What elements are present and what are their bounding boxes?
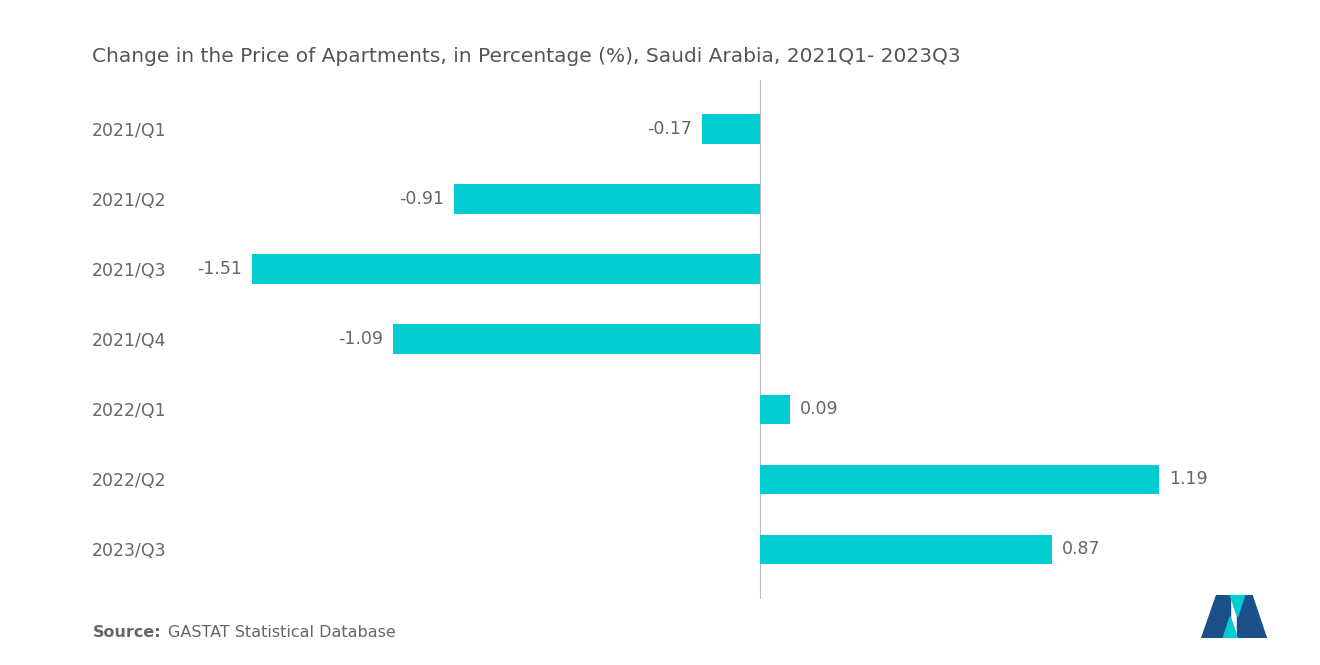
Text: Change in the Price of Apartments, in Percentage (%), Saudi Arabia, 2021Q1- 2023: Change in the Price of Apartments, in Pe…	[92, 47, 961, 66]
Polygon shape	[1230, 595, 1245, 617]
Polygon shape	[1201, 595, 1230, 638]
Polygon shape	[1222, 617, 1238, 638]
Text: 0.09: 0.09	[800, 400, 838, 418]
Bar	[454, 184, 759, 213]
Text: -1.51: -1.51	[197, 260, 242, 278]
Bar	[759, 394, 789, 424]
Bar	[759, 465, 1159, 494]
Text: -1.09: -1.09	[338, 330, 383, 348]
Text: 0.87: 0.87	[1063, 541, 1101, 559]
Text: -0.91: -0.91	[399, 190, 444, 208]
Text: GASTAT Statistical Database: GASTAT Statistical Database	[168, 624, 396, 640]
Polygon shape	[1238, 595, 1267, 638]
Text: -0.17: -0.17	[648, 120, 693, 138]
Text: Source:: Source:	[92, 624, 161, 640]
Bar	[252, 254, 759, 284]
Bar	[702, 114, 759, 144]
Bar	[759, 535, 1052, 564]
Bar	[393, 325, 759, 354]
Text: 1.19: 1.19	[1170, 470, 1208, 488]
